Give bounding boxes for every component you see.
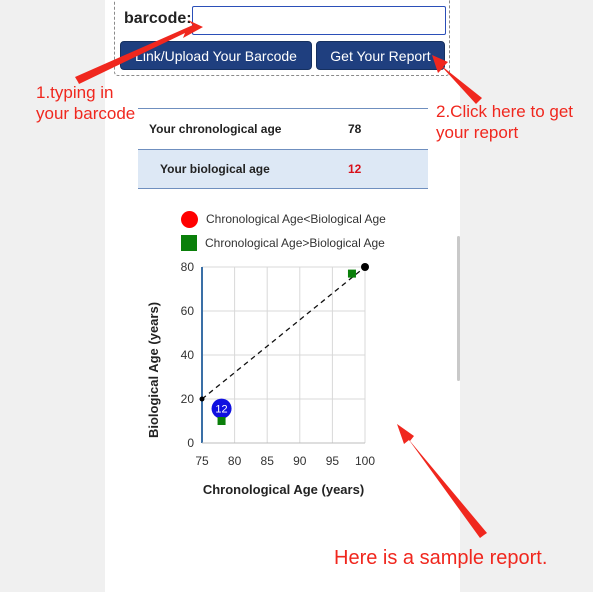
y-tick-label: 60	[181, 304, 195, 318]
biological-age-label: Your biological age	[160, 162, 270, 176]
y-tick-label: 80	[181, 260, 195, 274]
annotation-step2: 2.Click here to get your report	[436, 101, 584, 143]
x-tick-label: 80	[228, 454, 242, 468]
age-table: Your chronological age 78 Your biologica…	[138, 108, 428, 189]
barcode-input[interactable]	[192, 6, 446, 35]
annotation-step2-text: 2.Click here to get your report	[436, 102, 574, 142]
data-point-square	[347, 269, 356, 278]
age-scatter-chart: 75 80 85 90 95 100 0 20 40 60 80 Chronological Age …	[146, 260, 375, 497]
barcode-label: barcode:	[124, 10, 192, 27]
y-tick-label: 0	[187, 436, 194, 450]
data-point-square	[217, 417, 226, 425]
legend-item-square: Chronological Age>Biological Age	[181, 234, 385, 252]
link-upload-barcode-button[interactable]: Link/Upload Your Barcode	[120, 41, 312, 70]
x-axis-title: Chronological Age (years)	[203, 482, 364, 497]
y-axis-title: Biological Age (years)	[146, 302, 161, 438]
annotation-step1-text: 1.typing in your barcode	[36, 83, 136, 123]
legend-square-label: Chronological Age>Biological Age	[205, 236, 385, 250]
data-point-label: 12	[215, 404, 227, 416]
data-point-marker	[211, 398, 232, 419]
legend-item-circle: Chronological Age<Biological Age	[181, 210, 386, 228]
legend-circle-label: Chronological Age<Biological Age	[206, 212, 386, 226]
data-point-small-dot	[199, 396, 205, 402]
get-report-button[interactable]: Get Your Report	[316, 41, 445, 70]
annotation-sample: Here is a sample report.	[334, 547, 548, 569]
y-tick-label: 20	[181, 392, 195, 406]
x-tick-label: 75	[195, 454, 209, 468]
chronological-age-value: 78	[348, 122, 362, 136]
annotation-step1: 1.typing in your barcode	[36, 82, 140, 124]
x-tick-label: 90	[293, 454, 307, 468]
data-point-dot	[361, 263, 369, 271]
red-circle-icon	[181, 210, 198, 228]
reference-line	[201, 266, 366, 400]
y-tick-label: 40	[181, 348, 195, 362]
green-square-icon	[181, 235, 197, 251]
x-tick-label: 100	[355, 454, 375, 468]
x-tick-label: 85	[261, 454, 275, 468]
scrollbar[interactable]	[457, 236, 460, 381]
chronological-age-row: Your chronological age 78	[138, 108, 428, 149]
x-tick-label: 95	[326, 454, 340, 468]
chronological-age-label: Your chronological age	[149, 122, 282, 136]
biological-age-row: Your biological age 12	[138, 149, 428, 189]
biological-age-value: 12	[348, 162, 362, 176]
